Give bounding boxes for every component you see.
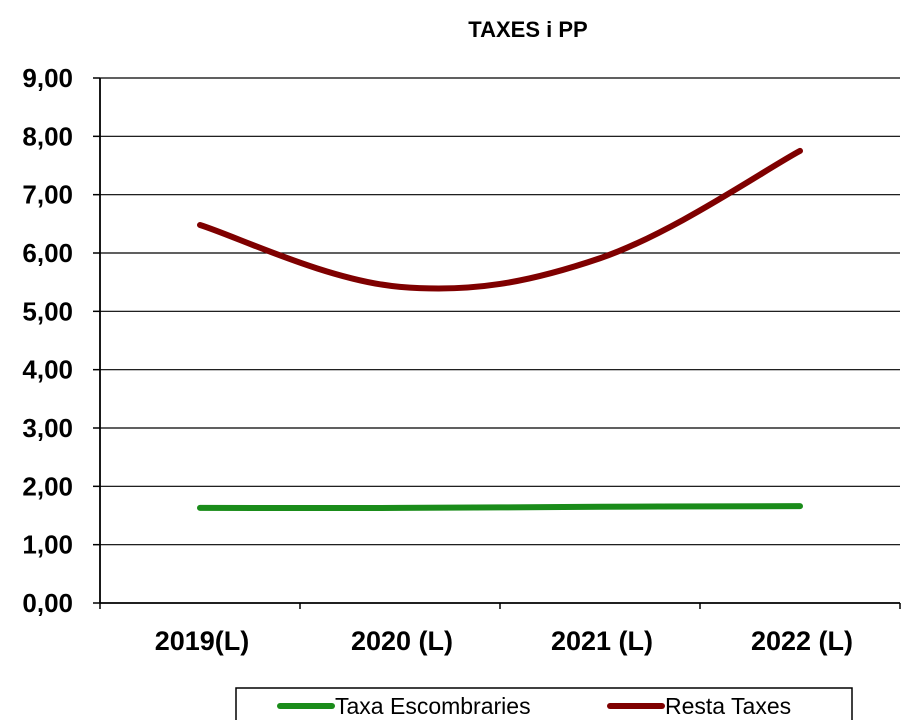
- chart-title: TAXES i PP: [468, 17, 587, 42]
- legend: Taxa Escombraries Resta Taxes: [235, 687, 853, 720]
- y-tick-label: 2,00: [22, 471, 73, 501]
- y-tick-label: 0,00: [22, 588, 73, 618]
- x-tick-label: 2019(L): [155, 626, 250, 656]
- legend-label: Resta Taxes: [665, 693, 791, 719]
- y-tick-label: 9,00: [22, 63, 73, 93]
- series-lines: [197, 147, 803, 512]
- x-tick-label: 2021 (L): [551, 626, 653, 656]
- y-tick-label: 4,00: [22, 355, 73, 385]
- y-axis-tick-labels: 0,00 1,00 2,00 3,00 4,00 5,00 6,00 7,00 8,00 9,00: [22, 63, 73, 618]
- x-tick-label: 2022 (L): [751, 626, 853, 656]
- x-axis-tick-labels: 2019(L) 2020 (L) 2021 (L) 2022 (L): [155, 626, 853, 656]
- y-tick-label: 7,00: [22, 180, 73, 210]
- legend-label: Taxa Escombraries: [335, 693, 531, 719]
- x-tick-label: 2020 (L): [351, 626, 453, 656]
- series-line-2: [197, 147, 803, 292]
- axes: [93, 77, 901, 609]
- y-tick-label: 5,00: [22, 296, 73, 326]
- series-line-1: [197, 503, 803, 512]
- y-tick-label: 3,00: [22, 413, 73, 443]
- legend-box: [235, 687, 853, 720]
- y-tick-label: 8,00: [22, 121, 73, 151]
- gridlines: [100, 77, 900, 546]
- y-tick-label: 1,00: [22, 530, 73, 560]
- y-tick-label: 6,00: [22, 238, 73, 268]
